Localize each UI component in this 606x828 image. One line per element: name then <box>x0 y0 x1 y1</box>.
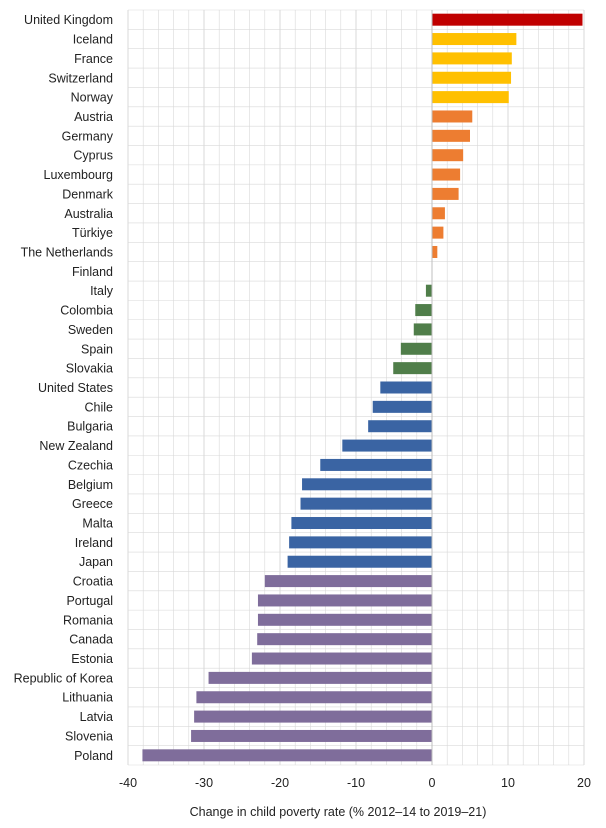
bar <box>393 362 432 375</box>
bar <box>432 187 459 200</box>
bar <box>300 497 432 510</box>
x-tick-label: 0 <box>429 776 436 790</box>
category-label: Iceland <box>73 33 113 47</box>
category-label: Estonia <box>71 652 113 666</box>
category-label: Croatia <box>73 575 113 589</box>
bar <box>194 710 432 723</box>
category-label: Romania <box>63 613 113 627</box>
bar <box>432 33 517 46</box>
bar <box>432 129 470 142</box>
category-label: United States <box>38 381 113 395</box>
category-label: France <box>74 52 113 66</box>
category-label: New Zealand <box>39 439 113 453</box>
bar <box>432 71 512 84</box>
bar <box>257 633 432 646</box>
category-label: Sweden <box>68 323 113 337</box>
bar <box>289 536 432 549</box>
x-tick-label: -40 <box>119 776 137 790</box>
bar <box>191 729 432 742</box>
grid <box>127 9 585 766</box>
category-label: Japan <box>79 555 113 569</box>
category-label: Denmark <box>62 187 113 201</box>
bar <box>432 207 445 220</box>
category-label: United Kingdom <box>24 13 113 27</box>
bar <box>432 149 464 162</box>
x-tick-label: 10 <box>501 776 515 790</box>
category-label: Cyprus <box>73 149 113 163</box>
category-labels: United Kingdom Iceland France Switzerland No… <box>14 13 114 763</box>
bar <box>287 555 432 568</box>
category-label: Ireland <box>75 536 113 550</box>
bar <box>342 439 432 452</box>
bar <box>196 691 432 704</box>
category-label: Switzerland <box>48 71 113 85</box>
bars <box>142 13 583 762</box>
category-label: The Netherlands <box>21 245 113 259</box>
category-label: Portugal <box>66 594 113 608</box>
bar <box>432 245 438 258</box>
bar <box>432 168 461 181</box>
category-label: Canada <box>69 633 113 647</box>
bar <box>380 381 432 394</box>
bar <box>432 226 444 239</box>
bar <box>257 594 432 607</box>
bar <box>251 652 432 665</box>
bar <box>208 671 432 684</box>
bar <box>142 749 432 762</box>
category-label: Spain <box>81 342 113 356</box>
category-label: Chile <box>85 400 114 414</box>
category-label: Greece <box>72 497 113 511</box>
bar <box>257 613 432 626</box>
x-tick-label: -10 <box>347 776 365 790</box>
bar <box>425 284 432 297</box>
bar <box>413 323 432 336</box>
x-tick-labels: -40 -30 -20 -10 0 10 20 <box>119 776 591 790</box>
category-label: Austria <box>74 110 113 124</box>
category-label: Belgium <box>68 478 113 492</box>
category-label: Lithuania <box>62 691 113 705</box>
category-label: Germany <box>62 129 114 143</box>
category-label: Slovakia <box>66 362 113 376</box>
category-label: Poland <box>74 749 113 763</box>
category-label: Colombia <box>60 304 113 318</box>
x-tick-label: -30 <box>195 776 213 790</box>
category-label: Italy <box>90 284 114 298</box>
category-label: Australia <box>64 207 113 221</box>
bar <box>432 13 583 26</box>
category-label: Slovenia <box>65 729 113 743</box>
bar <box>291 517 432 530</box>
category-label: Czechia <box>68 458 113 472</box>
category-label: Luxembourg <box>44 168 114 182</box>
x-tick-label: -20 <box>271 776 289 790</box>
category-label: Finland <box>72 265 113 279</box>
category-label: Norway <box>71 91 114 105</box>
category-label: Republic of Korea <box>14 671 113 685</box>
bar <box>400 342 432 355</box>
x-tick-label: 20 <box>577 776 591 790</box>
category-label: Latvia <box>80 710 113 724</box>
category-label: Bulgaria <box>67 420 113 434</box>
category-label: Türkiye <box>72 226 113 240</box>
bar <box>432 91 509 104</box>
bar <box>264 575 432 588</box>
bar <box>432 52 512 65</box>
bar <box>320 458 432 471</box>
bar <box>415 304 432 317</box>
bar <box>372 400 432 413</box>
x-axis-title: Change in child poverty rate (% 2012–14 … <box>190 805 487 819</box>
bar <box>368 420 432 433</box>
category-label: Malta <box>82 517 113 531</box>
bar <box>432 110 473 123</box>
bar <box>302 478 432 491</box>
